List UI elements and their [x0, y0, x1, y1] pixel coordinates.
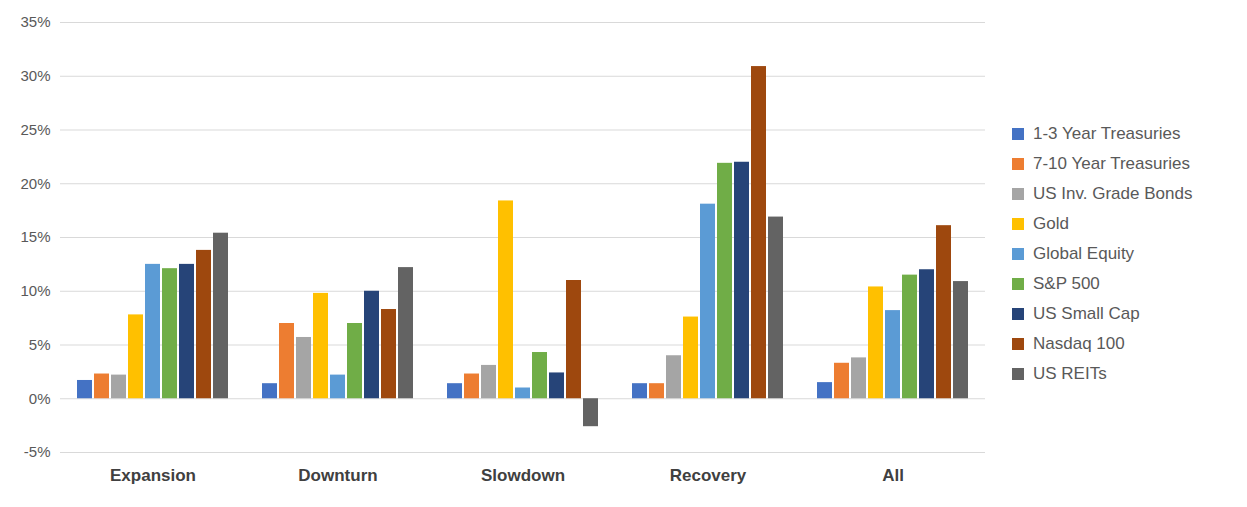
- html-text:S&P 500: S&P 500: [1033, 273, 1100, 293]
- html-text:US Inv. Grade Bonds: US Inv. Grade Bonds: [1033, 183, 1193, 203]
- html-text:Nasdaq 100: Nasdaq 100: [1033, 333, 1125, 353]
- svg-text:15%: 15%: [20, 228, 50, 245]
- svg-text:Downturn: Downturn: [298, 466, 377, 485]
- svg-text:-5%: -5%: [24, 443, 51, 460]
- svg-text:Slowdown: Slowdown: [481, 466, 565, 485]
- svg-text:25%: 25%: [20, 121, 50, 138]
- html-text:7-10 Year Treasuries: 7-10 Year Treasuries: [1033, 153, 1190, 173]
- html-text:US Small Cap: US Small Cap: [1033, 303, 1140, 323]
- html-text:Gold: Gold: [1033, 213, 1069, 233]
- html-text:1-3 Year Treasuries: 1-3 Year Treasuries: [1033, 123, 1181, 143]
- html-text:Global Equity: Global Equity: [1033, 243, 1135, 263]
- svg-text:All: All: [882, 466, 904, 485]
- svg-text:5%: 5%: [29, 336, 51, 353]
- svg-text:0%: 0%: [29, 390, 51, 407]
- svg-text:30%: 30%: [20, 67, 50, 84]
- html-text:US REITs: US REITs: [1033, 363, 1107, 383]
- svg-text:Recovery: Recovery: [670, 466, 747, 485]
- svg-text:10%: 10%: [20, 282, 50, 299]
- svg-text:35%: 35%: [20, 13, 50, 30]
- svg-text:Expansion: Expansion: [110, 466, 196, 485]
- svg-text:20%: 20%: [20, 175, 50, 192]
